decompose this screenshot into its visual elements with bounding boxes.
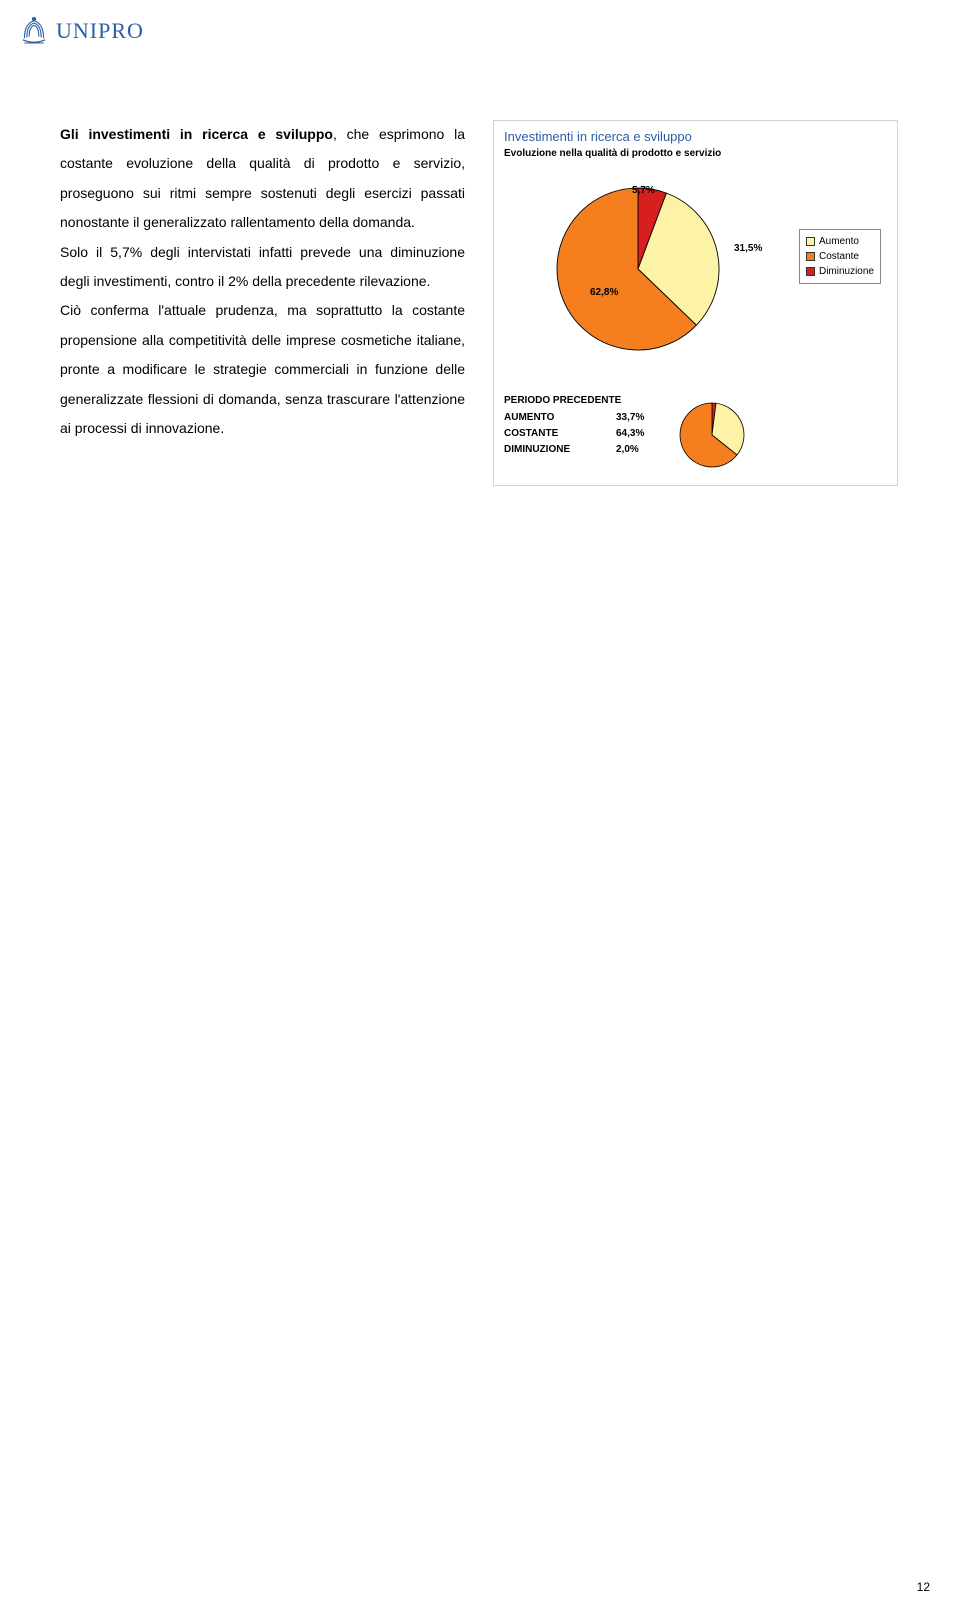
chart-subtitle: Evoluzione nella qualità di prodotto e s…: [504, 148, 887, 159]
logo-text: UNIPRO: [56, 18, 144, 44]
chart-box: Investimenti in ricerca e sviluppo Evolu…: [493, 120, 898, 486]
legend-label: Aumento: [819, 234, 859, 249]
table-row: DIMINUZIONE 2,0%: [504, 442, 660, 458]
pie-label-diminuzione: 5,7%: [632, 185, 655, 196]
legend: Aumento Costante Diminuzione: [799, 229, 881, 284]
p1-bold: Gli investimenti in ricerca e sviluppo: [60, 126, 333, 142]
swatch-icon: [806, 252, 815, 261]
prev-val: 2,0%: [616, 442, 660, 458]
chart-column: Investimenti in ricerca e sviluppo Evolu…: [493, 120, 898, 486]
p3: Ciò conferma l'attuale prudenza, ma sopr…: [60, 296, 465, 443]
chart-area: 31,5% 62,8% 5,7% Aumento Costante Diminu…: [504, 165, 887, 375]
pie-label-costante: 62,8%: [590, 287, 618, 298]
body-text: Gli investimenti in ricerca e sviluppo, …: [60, 120, 465, 486]
prev-header: PERIODO PRECEDENTE: [504, 395, 660, 406]
pie-label-aumento: 31,5%: [734, 243, 762, 254]
p2: Solo il 5,7% degli intervistati infatti …: [60, 238, 465, 297]
previous-period-table: PERIODO PRECEDENTE AUMENTO 33,7% COSTANT…: [504, 395, 660, 458]
prev-label: COSTANTE: [504, 426, 592, 442]
mini-pie: [672, 395, 752, 475]
legend-item: Aumento: [806, 234, 874, 249]
prev-val: 33,7%: [616, 410, 660, 426]
prev-val: 64,3%: [616, 426, 660, 442]
table-row: COSTANTE 64,3%: [504, 426, 660, 442]
logo: UNIPRO: [18, 14, 144, 48]
legend-item: Diminuzione: [806, 264, 874, 279]
legend-label: Costante: [819, 249, 859, 264]
legend-label: Diminuzione: [819, 264, 874, 279]
swatch-icon: [806, 267, 815, 276]
chart-title: Investimenti in ricerca e sviluppo: [504, 129, 887, 144]
prev-label: DIMINUZIONE: [504, 442, 592, 458]
swatch-icon: [806, 237, 815, 246]
logo-emblem-icon: [18, 14, 50, 48]
table-row: AUMENTO 33,7%: [504, 410, 660, 426]
main-pie: [548, 179, 728, 359]
page-number: 12: [917, 1580, 930, 1594]
legend-item: Costante: [806, 249, 874, 264]
content-area: Gli investimenti in ricerca e sviluppo, …: [60, 120, 900, 486]
previous-period-row: PERIODO PRECEDENTE AUMENTO 33,7% COSTANT…: [504, 395, 887, 475]
prev-label: AUMENTO: [504, 410, 592, 426]
